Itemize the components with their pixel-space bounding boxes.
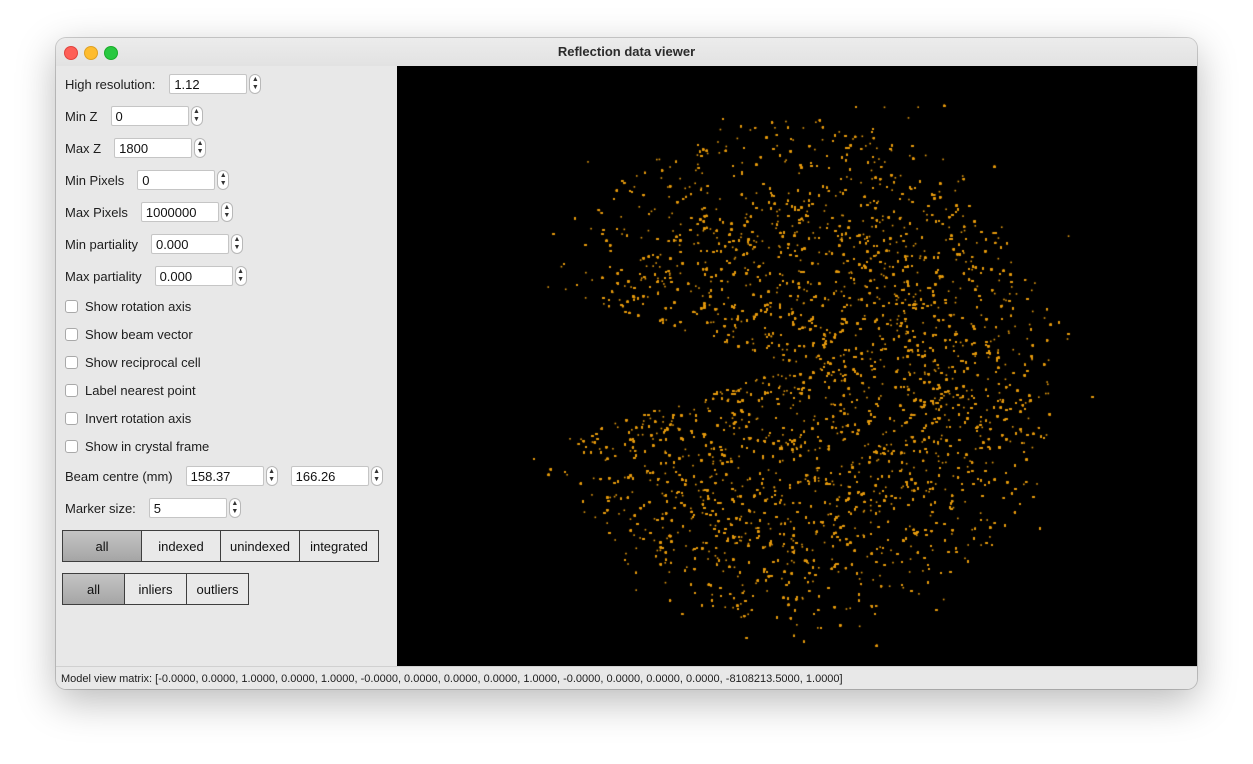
beam-centre-y-input[interactable] (290, 466, 369, 486)
max-z-stepper[interactable]: ▲ ▼ (194, 138, 207, 158)
min-partiality-input[interactable] (150, 234, 229, 254)
model-view-matrix-text: Model view matrix: [-0.0000, 0.0000, 1.0… (61, 672, 843, 685)
invert-rotation-axis-checkbox[interactable]: Invert rotation axis (65, 408, 191, 428)
max-pixels-input[interactable] (140, 202, 219, 222)
checkbox-box[interactable] (65, 327, 78, 341)
checkbox-label: Show beam vector (85, 326, 193, 342)
checkbox-label: Invert rotation axis (85, 410, 192, 426)
reflection-point-cloud[interactable] (397, 66, 1197, 666)
chevron-up-icon: ▲ (233, 236, 241, 243)
settings-panel: High resolution: ▲▼ Min Z ▲▼ Max Z ▲▼ Mi… (56, 66, 397, 666)
min-z-input[interactable] (110, 106, 189, 126)
min-partiality-label: Min partiality (65, 236, 138, 252)
max-partiality-input[interactable] (154, 266, 233, 286)
chevron-down-icon: ▼ (268, 476, 276, 483)
checkbox-box[interactable] (65, 411, 78, 425)
min-z-stepper[interactable]: ▲ ▼ (190, 106, 203, 126)
marker-size-stepper[interactable]: ▲ ▼ (228, 498, 241, 518)
beam-centre-x-input[interactable] (185, 466, 264, 486)
chevron-up-icon: ▲ (268, 468, 276, 475)
marker-size-input[interactable] (148, 498, 227, 518)
minimize-window-button[interactable] (84, 46, 98, 60)
checkbox-label: Show in crystal frame (85, 438, 210, 454)
chevron-up-icon: ▲ (223, 204, 231, 211)
filter-integrated-button[interactable]: integrated (299, 530, 379, 562)
min-z-label: Min Z (65, 108, 98, 124)
checkbox-box[interactable] (65, 383, 78, 397)
max-z-row: Max Z ▲▼ (65, 137, 207, 159)
min-pixels-row: Min Pixels ▲▼ (65, 169, 230, 191)
checkbox-box[interactable] (65, 439, 78, 453)
chevron-down-icon: ▼ (223, 212, 231, 219)
show-in-crystal-frame-checkbox[interactable]: Show in crystal frame (65, 436, 209, 456)
filter-all-button[interactable]: all (62, 530, 142, 562)
max-partiality-row: Max partiality ▲▼ (65, 265, 247, 287)
reflection-filter-group: all indexed unindexed integrated (62, 530, 379, 562)
max-pixels-label: Max Pixels (65, 204, 128, 220)
checkbox-label: Show rotation axis (85, 298, 192, 314)
min-pixels-stepper[interactable]: ▲ ▼ (217, 170, 230, 190)
high-resolution-label: High resolution: (65, 76, 156, 92)
high-resolution-input[interactable] (169, 74, 248, 94)
label-nearest-point-checkbox[interactable]: Label nearest point (65, 380, 196, 400)
chevron-down-icon: ▼ (373, 476, 381, 483)
chevron-up-icon: ▲ (193, 108, 200, 115)
inliers-button[interactable]: inliers (124, 573, 187, 605)
window-title: Reflection data viewer (557, 44, 696, 59)
min-partiality-row: Min partiality ▲▼ (65, 233, 243, 255)
chevron-up-icon: ▲ (219, 172, 227, 179)
show-rotation-axis-checkbox[interactable]: Show rotation axis (65, 296, 191, 316)
beam-centre-x-stepper[interactable]: ▲ ▼ (265, 466, 278, 486)
chevron-up-icon: ▲ (373, 468, 381, 475)
reflection-3d-view[interactable] (397, 66, 1197, 666)
chevron-down-icon: ▼ (231, 508, 239, 515)
title-bar: Reflection data viewer (56, 38, 1197, 67)
beam-centre-label: Beam centre (mm) (65, 468, 173, 484)
max-partiality-stepper[interactable]: ▲ ▼ (234, 266, 247, 286)
marker-size-label: Marker size: (65, 500, 136, 516)
beam-centre-y-stepper[interactable]: ▲ ▼ (370, 466, 383, 486)
max-partiality-label: Max partiality (65, 268, 142, 284)
min-pixels-input[interactable] (137, 170, 216, 190)
outliers-button[interactable]: outliers (186, 573, 249, 605)
show-reciprocal-cell-checkbox[interactable]: Show reciprocal cell (65, 352, 201, 372)
chevron-down-icon: ▼ (233, 244, 241, 251)
outlier-filter-group: all inliers outliers (62, 573, 249, 605)
status-bar: Model view matrix: [-0.0000, 0.0000, 1.0… (56, 666, 1197, 689)
chevron-down-icon: ▼ (251, 84, 259, 91)
min-partiality-stepper[interactable]: ▲ ▼ (230, 234, 243, 254)
beam-centre-row: Beam centre (mm) ▲▼ ▲▼ (65, 465, 383, 487)
chevron-up-icon: ▲ (231, 500, 239, 507)
filter-indexed-button[interactable]: indexed (141, 530, 221, 562)
app-window: Reflection data viewer High resolution: … (56, 38, 1197, 689)
chevron-down-icon: ▼ (237, 276, 245, 283)
chevron-up-icon: ▲ (237, 268, 245, 275)
high-resolution-row: High resolution: ▲▼ (65, 73, 262, 95)
checkbox-box[interactable] (65, 355, 78, 369)
zoom-window-button[interactable] (104, 46, 118, 60)
max-z-label: Max Z (65, 140, 102, 156)
close-window-button[interactable] (64, 46, 78, 60)
outlier-all-button[interactable]: all (62, 573, 125, 605)
min-z-row: Min Z ▲▼ (65, 105, 203, 127)
min-pixels-label: Min Pixels (65, 172, 125, 188)
filter-unindexed-button[interactable]: unindexed (220, 530, 300, 562)
checkbox-box[interactable] (65, 299, 78, 313)
chevron-down-icon: ▼ (193, 116, 200, 123)
chevron-down-icon: ▼ (219, 180, 227, 187)
checkbox-label: Show reciprocal cell (85, 354, 201, 370)
max-z-input[interactable] (114, 138, 193, 158)
marker-size-row: Marker size: ▲▼ (65, 497, 241, 519)
max-pixels-stepper[interactable]: ▲ ▼ (220, 202, 233, 222)
chevron-down-icon: ▼ (196, 148, 204, 155)
high-resolution-stepper[interactable]: ▲ ▼ (249, 74, 262, 94)
max-pixels-row: Max Pixels ▲▼ (65, 201, 233, 223)
checkbox-label: Label nearest point (85, 382, 196, 398)
show-beam-vector-checkbox[interactable]: Show beam vector (65, 324, 193, 344)
chevron-up-icon: ▲ (251, 76, 259, 83)
chevron-up-icon: ▲ (196, 140, 204, 147)
